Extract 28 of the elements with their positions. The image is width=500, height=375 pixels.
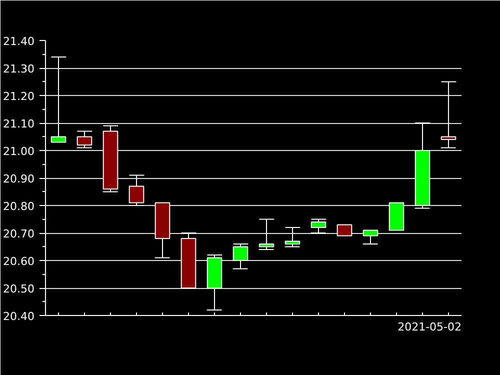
candlestick <box>388 202 404 231</box>
candlestick <box>414 122 430 209</box>
y-tick-label: 20.40 <box>3 310 35 323</box>
candlestick <box>102 125 118 192</box>
candlestick <box>258 218 274 250</box>
candlestick <box>440 81 456 148</box>
y-tick-label: 21.00 <box>3 145 35 158</box>
y-tick-label: 20.50 <box>3 282 35 296</box>
y-tick-label: 21.10 <box>3 118 35 130</box>
y-tick-label: 21.40 <box>3 35 35 48</box>
candlestick <box>310 218 326 234</box>
candlestick <box>50 56 66 143</box>
y-tick-label: 20.80 <box>3 200 35 213</box>
candlestick <box>154 202 170 258</box>
candlestick <box>128 174 144 206</box>
candlestick <box>76 130 92 148</box>
candlestick <box>362 230 378 244</box>
y-tick-label: 21.20 <box>3 90 35 103</box>
y-tick-label: 21.30 <box>3 62 35 76</box>
y-tick-label: 20.90 <box>3 172 35 186</box>
candlestick <box>284 227 300 248</box>
candlestick <box>180 232 196 288</box>
candlestick <box>206 254 222 310</box>
y-tick-label: 20.70 <box>3 228 35 240</box>
candlestick <box>232 244 248 270</box>
text: 2021-05-02 <box>398 320 462 334</box>
y-tick-label: 20.60 <box>3 255 35 268</box>
candlestick <box>336 224 352 236</box>
